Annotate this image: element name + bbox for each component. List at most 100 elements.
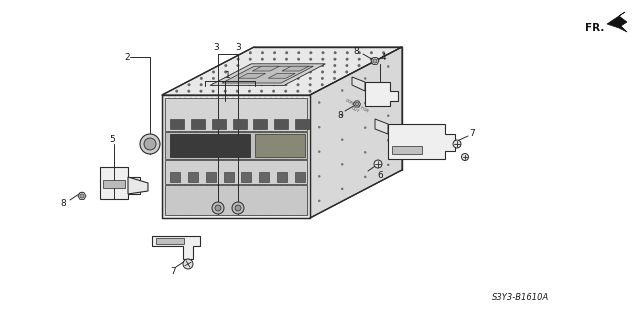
Circle shape <box>212 84 214 86</box>
Circle shape <box>321 64 324 67</box>
Bar <box>392 146 422 154</box>
Circle shape <box>370 58 372 60</box>
Circle shape <box>249 64 252 67</box>
Circle shape <box>310 52 312 54</box>
Circle shape <box>341 90 343 92</box>
Circle shape <box>248 90 251 93</box>
Circle shape <box>346 58 348 60</box>
Circle shape <box>212 90 214 93</box>
Circle shape <box>318 101 320 103</box>
Circle shape <box>318 200 320 202</box>
Text: 1: 1 <box>225 70 231 79</box>
Circle shape <box>321 71 324 73</box>
Bar <box>170 119 184 129</box>
Polygon shape <box>282 66 309 71</box>
Polygon shape <box>388 124 455 159</box>
Circle shape <box>341 188 343 190</box>
Circle shape <box>322 52 324 54</box>
Circle shape <box>333 77 336 79</box>
Circle shape <box>358 64 360 67</box>
Polygon shape <box>210 64 325 85</box>
Circle shape <box>333 71 336 73</box>
Circle shape <box>298 64 300 67</box>
Bar <box>212 119 226 129</box>
Circle shape <box>200 84 202 86</box>
Circle shape <box>175 90 178 93</box>
Circle shape <box>387 115 389 117</box>
Circle shape <box>341 163 343 165</box>
Circle shape <box>382 52 385 54</box>
Circle shape <box>260 84 263 86</box>
Circle shape <box>285 71 287 73</box>
Circle shape <box>273 52 276 54</box>
Circle shape <box>261 52 264 54</box>
Circle shape <box>298 52 300 54</box>
Circle shape <box>334 58 336 60</box>
Circle shape <box>285 58 288 60</box>
Text: S3Y3-B1610A: S3Y3-B1610A <box>492 293 549 301</box>
Circle shape <box>248 84 251 86</box>
Circle shape <box>273 58 276 60</box>
Polygon shape <box>375 119 388 134</box>
Circle shape <box>387 164 389 166</box>
Circle shape <box>318 151 320 153</box>
Circle shape <box>200 77 202 79</box>
Circle shape <box>309 64 312 67</box>
Circle shape <box>341 139 343 141</box>
Text: 2: 2 <box>124 53 130 62</box>
Circle shape <box>225 64 227 67</box>
Text: 6: 6 <box>377 172 383 181</box>
Circle shape <box>249 71 251 73</box>
Circle shape <box>273 64 275 67</box>
Text: 3: 3 <box>213 43 219 53</box>
Text: 7: 7 <box>469 129 475 137</box>
Circle shape <box>309 84 311 86</box>
Circle shape <box>364 151 366 153</box>
Circle shape <box>355 102 359 106</box>
Bar <box>255 134 305 157</box>
Bar <box>188 172 198 182</box>
Circle shape <box>285 64 287 67</box>
Circle shape <box>373 59 377 63</box>
Polygon shape <box>239 73 266 78</box>
Bar <box>253 119 268 129</box>
Polygon shape <box>222 66 314 83</box>
Circle shape <box>183 259 193 269</box>
Circle shape <box>364 127 366 129</box>
Circle shape <box>249 58 252 60</box>
Circle shape <box>374 160 382 168</box>
Circle shape <box>346 52 348 54</box>
Polygon shape <box>162 95 310 218</box>
Polygon shape <box>352 77 365 91</box>
Bar <box>103 180 125 188</box>
Circle shape <box>232 202 244 214</box>
Bar <box>205 172 216 182</box>
Circle shape <box>358 58 360 60</box>
Circle shape <box>260 90 263 93</box>
Circle shape <box>310 58 312 60</box>
Polygon shape <box>310 47 402 218</box>
Circle shape <box>387 65 389 68</box>
Polygon shape <box>165 98 307 131</box>
Polygon shape <box>607 12 627 32</box>
Circle shape <box>285 84 287 86</box>
Circle shape <box>140 134 160 154</box>
Polygon shape <box>310 47 402 170</box>
Circle shape <box>341 114 343 116</box>
Circle shape <box>297 77 300 79</box>
Circle shape <box>371 52 372 54</box>
Circle shape <box>237 58 239 60</box>
Circle shape <box>387 90 389 92</box>
Circle shape <box>236 77 239 79</box>
Bar <box>259 172 269 182</box>
Circle shape <box>212 71 215 73</box>
Circle shape <box>333 64 336 67</box>
Circle shape <box>321 84 323 86</box>
Bar <box>295 119 309 129</box>
Circle shape <box>236 84 239 86</box>
Circle shape <box>346 64 348 67</box>
Polygon shape <box>78 193 86 199</box>
Circle shape <box>309 77 312 79</box>
Circle shape <box>273 71 275 73</box>
Polygon shape <box>353 101 360 107</box>
